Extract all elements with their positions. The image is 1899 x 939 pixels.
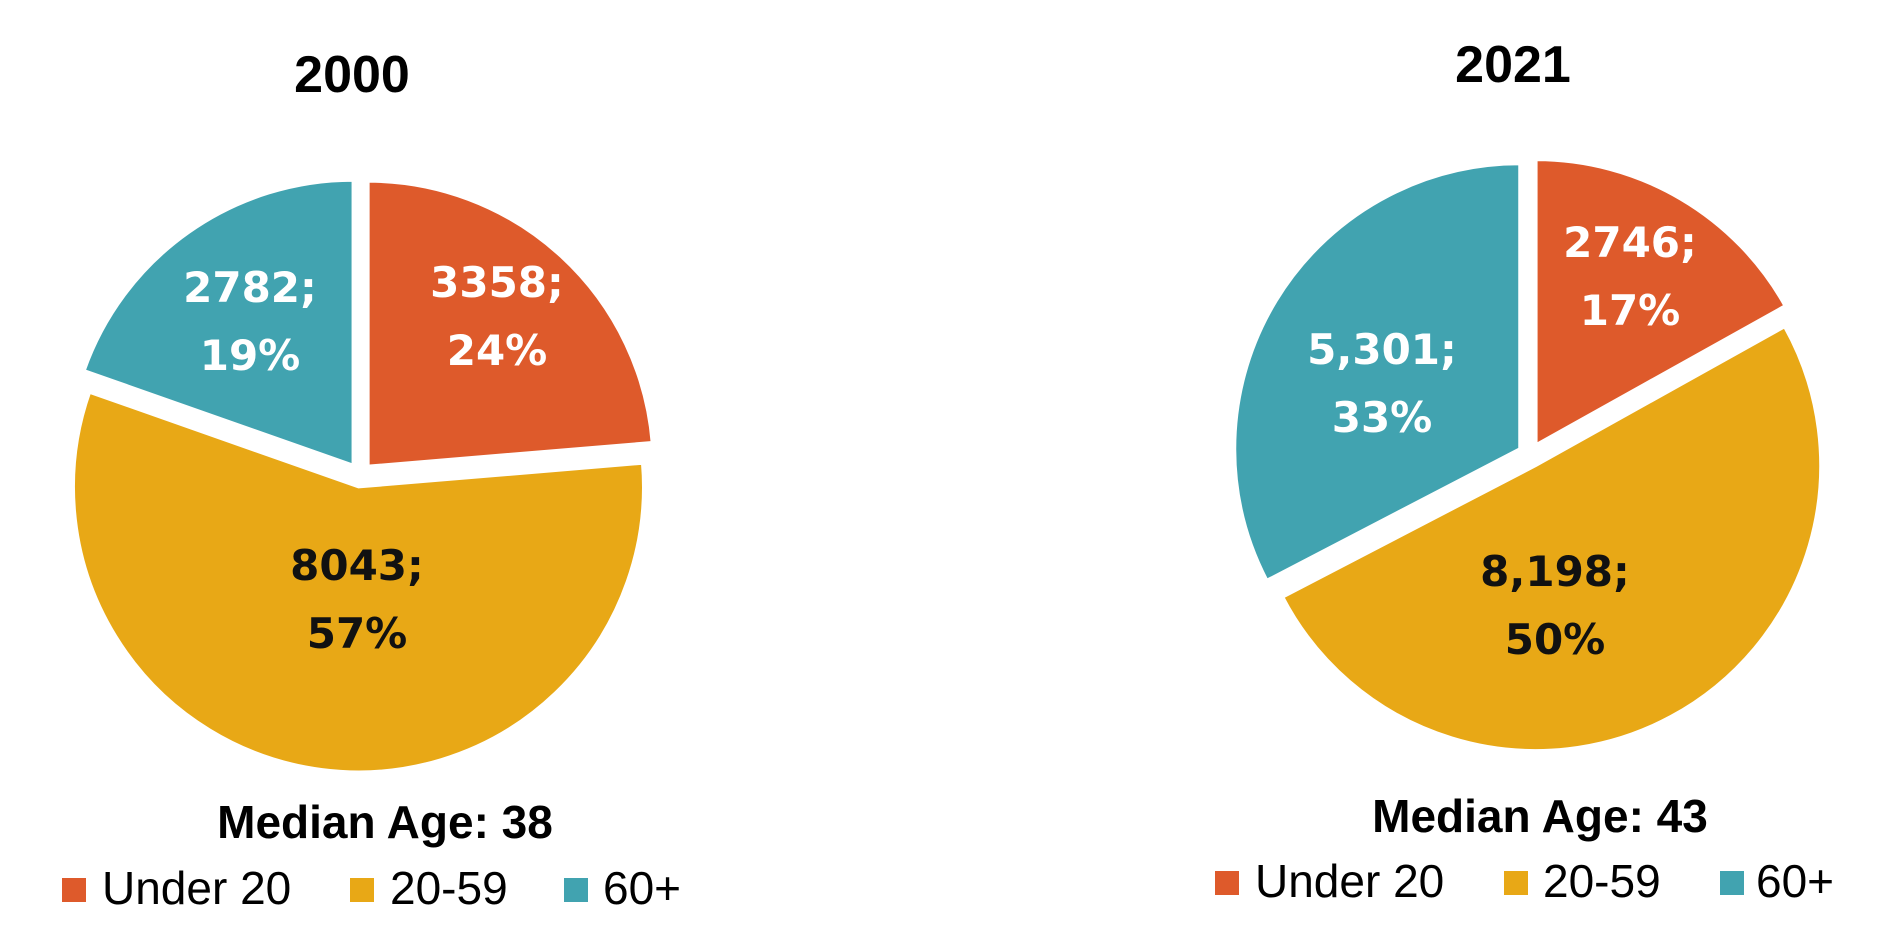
pie-slice-20-59 xyxy=(1280,324,1823,753)
legend-swatch-60-plus xyxy=(1720,871,1744,895)
slice-value-label-60-plus: 2782; xyxy=(183,263,317,312)
legend-swatch-under-20 xyxy=(62,878,86,902)
slice-percent-label-20-59: 50% xyxy=(1505,615,1606,664)
pie-slice-60-plus xyxy=(82,178,355,468)
slice-value-label-under-20: 3358; xyxy=(430,258,564,307)
pie-slices xyxy=(1233,158,1823,753)
legend-label-60-plus: 60+ xyxy=(603,862,681,914)
chart-title: 2000 xyxy=(294,46,410,104)
pie-slice-60-plus xyxy=(1233,162,1522,583)
legend-label-under-20: Under 20 xyxy=(102,862,291,914)
pie-slice-under-20 xyxy=(366,179,654,468)
legend: Under 20 20-59 60+ xyxy=(1215,855,1834,907)
legend-swatch-under-20 xyxy=(1215,871,1239,895)
pie-slice-under-20 xyxy=(1534,158,1788,448)
slice-value-label-60-plus: 5,301; xyxy=(1307,325,1457,374)
legend-label-20-59: 20-59 xyxy=(1543,855,1661,907)
legend-label-under-20: Under 20 xyxy=(1255,855,1444,907)
slice-percent-label-under-20: 24% xyxy=(447,326,548,375)
legend-label-20-59: 20-59 xyxy=(390,862,508,914)
slice-value-label-under-20: 2746; xyxy=(1563,218,1697,267)
legend-swatch-20-59 xyxy=(1504,871,1528,895)
slice-percent-label-under-20: 17% xyxy=(1580,286,1681,335)
legend-label-60-plus: 60+ xyxy=(1756,855,1834,907)
slice-percent-label-20-59: 57% xyxy=(307,609,408,658)
slice-percent-label-60-plus: 33% xyxy=(1332,393,1433,442)
slice-percent-label-60-plus: 19% xyxy=(200,331,301,380)
median-age-caption: Median Age: 38 xyxy=(217,796,553,848)
legend-swatch-60-plus xyxy=(564,878,588,902)
pie-chart-2000: 2000 3358; 24% 8043; 57% 2782; 19% Median Age… xyxy=(62,46,681,914)
legend: Under 20 20-59 60+ xyxy=(62,862,681,914)
chart-title: 2021 xyxy=(1455,36,1571,94)
slice-value-label-20-59: 8043; xyxy=(290,541,424,590)
slice-value-label-20-59: 8,198; xyxy=(1480,547,1630,596)
pie-slices xyxy=(71,178,654,774)
pie-chart-2021: 2021 2746; 17% 8,198; 50% 5,301; 33% Median A… xyxy=(1215,36,1834,907)
median-age-caption: Median Age: 43 xyxy=(1372,790,1708,842)
pie-slice-20-59 xyxy=(71,390,645,774)
slice-labels: 3358; 24% 8043; 57% 2782; 19% xyxy=(183,258,564,658)
legend-swatch-20-59 xyxy=(350,878,374,902)
slice-labels: 2746; 17% 8,198; 50% 5,301; 33% xyxy=(1307,218,1697,664)
